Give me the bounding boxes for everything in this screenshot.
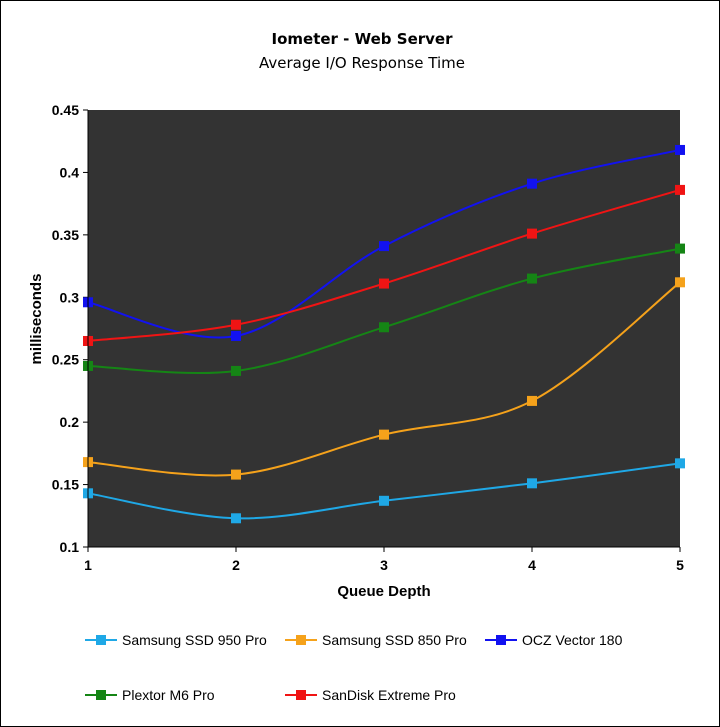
data-point-marker <box>527 273 537 284</box>
y-tick-label: 0.3 <box>60 289 80 305</box>
legend-item: SanDisk Extreme Pro <box>285 687 456 703</box>
data-point-marker <box>231 469 241 480</box>
legend: Samsung SSD 950 Pro Samsung SSD 850 Pro OC… <box>85 632 623 703</box>
chart-subtitle: Average I/O Response Time <box>259 54 465 72</box>
data-point-marker <box>675 458 685 469</box>
x-tick-label: 3 <box>380 557 388 573</box>
data-point-marker <box>527 395 537 406</box>
data-point-marker <box>379 322 389 333</box>
legend-item: OCZ Vector 180 <box>485 632 623 648</box>
data-point-marker <box>675 144 685 155</box>
legend-label: OCZ Vector 180 <box>522 632 623 648</box>
y-tick-label: 0.1 <box>60 539 80 555</box>
chart-title: Iometer - Web Server <box>272 30 454 48</box>
legend-label: SanDisk Extreme Pro <box>322 687 456 703</box>
legend-swatch-marker <box>496 635 506 645</box>
data-point-marker <box>231 330 241 341</box>
legend-label: Plextor M6 Pro <box>122 687 215 703</box>
y-tick-label: 0.45 <box>52 102 79 118</box>
data-point-marker <box>675 184 685 195</box>
y-tick-label: 0.35 <box>52 227 79 243</box>
y-tick-label: 0.4 <box>60 164 80 180</box>
legend-swatch-marker <box>296 635 306 645</box>
legend-label: Samsung SSD 950 Pro <box>122 632 267 648</box>
legend-item: Plextor M6 Pro <box>85 687 215 703</box>
data-point-marker <box>675 277 685 288</box>
legend-label: Samsung SSD 850 Pro <box>322 632 467 648</box>
legend-item: Samsung SSD 950 Pro <box>85 632 267 648</box>
data-point-marker <box>231 513 241 524</box>
data-point-marker <box>379 278 389 289</box>
x-tick-label: 2 <box>232 557 240 573</box>
data-point-marker <box>379 495 389 506</box>
data-point-marker <box>231 319 241 330</box>
data-point-marker <box>379 241 389 252</box>
data-point-marker <box>527 478 537 489</box>
y-tick-label: 0.15 <box>52 477 79 493</box>
x-tick-label: 5 <box>676 557 684 573</box>
legend-item: Samsung SSD 850 Pro <box>285 632 467 648</box>
x-tick-label: 1 <box>84 557 92 573</box>
y-tick-label: 0.25 <box>52 352 79 368</box>
legend-swatch-marker <box>96 690 106 700</box>
x-axis-label: Queue Depth <box>337 583 430 600</box>
legend-swatch-marker <box>296 690 306 700</box>
data-point-marker <box>231 365 241 376</box>
data-point-marker <box>675 243 685 254</box>
data-point-marker <box>527 178 537 189</box>
x-tick-label: 4 <box>528 557 536 573</box>
y-tick-label: 0.2 <box>60 414 80 430</box>
y-axis-label: milliseconds <box>28 274 45 365</box>
data-point-marker <box>379 429 389 440</box>
legend-swatch-marker <box>96 635 106 645</box>
data-point-marker <box>527 228 537 239</box>
